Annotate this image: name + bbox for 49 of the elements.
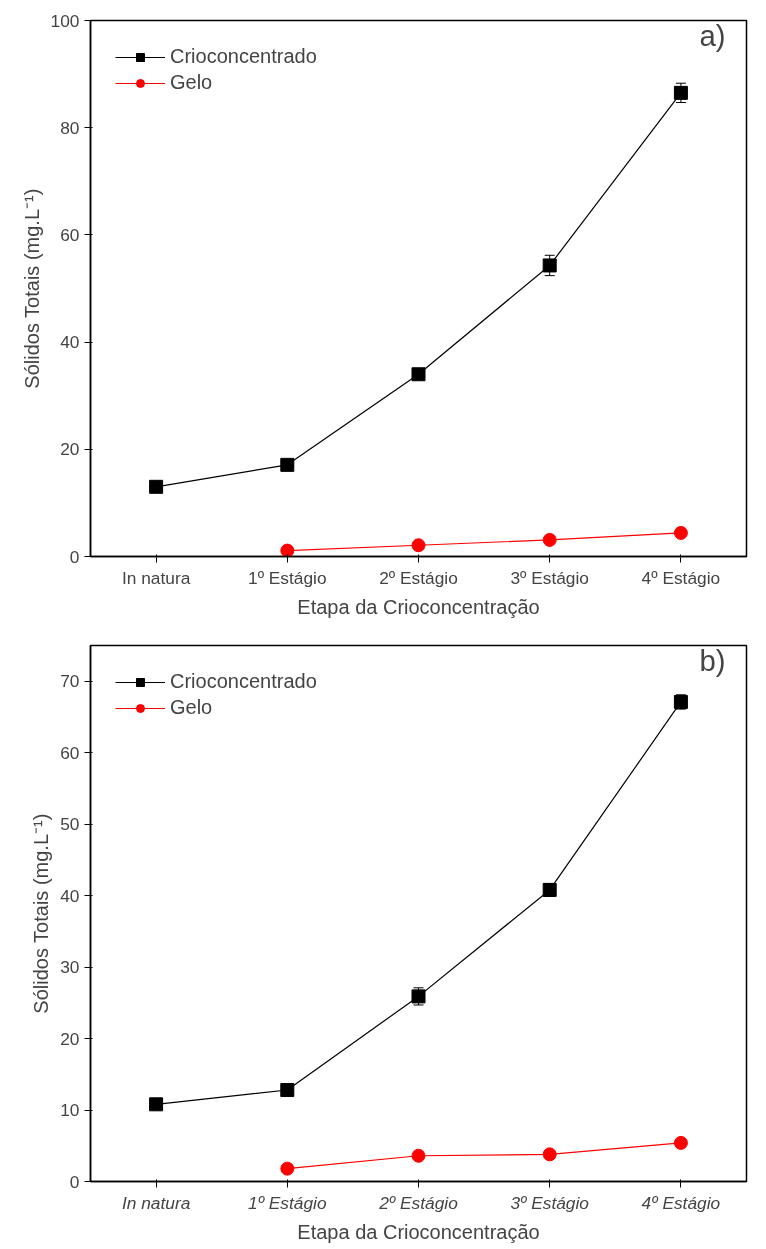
- legend-label: Gelo: [170, 71, 213, 94]
- point: [280, 1161, 295, 1176]
- point: [149, 479, 164, 494]
- legend-label: Crioconcentrado: [170, 670, 317, 693]
- x-tick-label: 3º Estágio: [510, 1192, 590, 1213]
- y-tick-label: 80: [60, 117, 80, 138]
- x-tick-label: 2º Estágio: [378, 1192, 459, 1213]
- x-tick-label: 1º Estágio: [248, 1192, 327, 1213]
- legend-label: Crioconcentrado: [170, 45, 317, 68]
- point: [280, 543, 295, 557]
- y-tick-label: 40: [60, 332, 80, 353]
- y-tick-label: 10: [60, 1100, 80, 1121]
- annotation: a): [699, 18, 726, 52]
- y-axis-title: Sólidos Totais (mg.L⁻¹): [30, 813, 53, 1014]
- x-tick-label: 4º Estágio: [641, 567, 721, 588]
- y-tick-label: 20: [60, 439, 80, 460]
- point: [149, 1097, 164, 1112]
- point: [542, 1147, 557, 1162]
- legend-label: Gelo: [170, 696, 213, 719]
- point: [542, 258, 557, 273]
- y-tick-label: 0: [69, 1171, 80, 1192]
- y-tick-label: 60: [60, 742, 80, 763]
- y-axis-title: Sólidos Totais (mg.L⁻¹): [20, 188, 43, 389]
- point: [411, 367, 426, 382]
- y-tick-label: 30: [60, 957, 80, 978]
- point: [280, 1083, 295, 1098]
- point: [673, 525, 688, 540]
- annotation: b): [699, 643, 726, 677]
- y-tick-label: 50: [60, 814, 80, 835]
- x-tick-label: 3º Estágio: [510, 567, 589, 588]
- x-tick-label: In natura: [121, 567, 191, 588]
- point: [673, 1135, 688, 1150]
- x-tick-label: 1º Estágio: [248, 567, 327, 588]
- x-axis-title: Etapa da Crioconcentração: [297, 595, 540, 618]
- point: [542, 532, 557, 547]
- x-axis-title: Etapa da Crioconcentração: [297, 1220, 540, 1243]
- point: [411, 1148, 426, 1163]
- x-tick-label: 4º Estágio: [641, 1192, 721, 1213]
- y-tick-label: 70: [60, 671, 80, 692]
- point: [411, 538, 426, 553]
- point: [673, 85, 688, 100]
- x-tick-label: In natura: [121, 1192, 191, 1213]
- y-tick-label: 60: [60, 224, 80, 245]
- y-tick-label: 40: [60, 885, 80, 906]
- y-tick-label: 20: [60, 1028, 80, 1049]
- y-tick-label: 100: [50, 10, 80, 31]
- x-tick-label: 2º Estágio: [379, 567, 458, 588]
- y-tick-label: 0: [69, 546, 80, 567]
- point: [280, 457, 295, 472]
